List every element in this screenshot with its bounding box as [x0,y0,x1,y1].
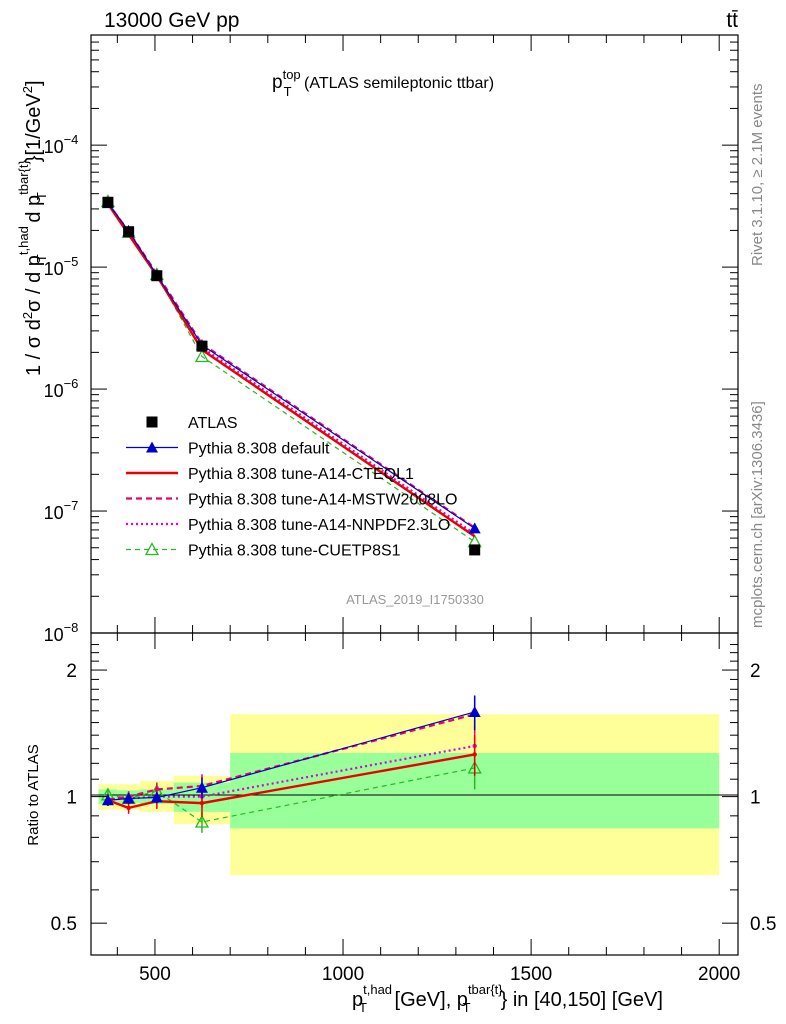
legend-label-4: Pythia 8.308 tune-A14-NNPDF2.3LO [188,517,450,534]
series-line-4 [107,202,476,535]
main-ytick-label: 10−8 [44,620,79,645]
main-point-0-2 [151,270,163,282]
ratio-point-1-3 [199,800,205,806]
ratio-line-3 [107,744,475,801]
ratio-ytick-label-right: 2 [750,661,761,682]
legend-marker-1 [146,441,158,453]
legend-label-1: Pythia 8.308 default [188,441,330,458]
header-right-label: tt̄ [726,9,738,32]
analysis-watermark: ATLAS_2019_I1750330 [346,592,484,607]
ratio-series-layer [100,695,482,833]
ratio-point-1-1 [126,805,131,811]
ratio-point-0-2 [150,791,163,803]
main-ytick-label: 10−7 [44,498,79,523]
x-axis-label: pt,had T [GeV], ptbar{t} T} in [40,150] [G… [352,982,663,1015]
ratio-line-2 [107,713,475,801]
plot-title: ptop T (ATLAS semileptonic ttbar) [272,67,494,99]
main-panel: 10−8 10−7 10−6 10−5 10−4 ptop T (ATLAS semile… [16,34,739,645]
ratio-panel: 0.5 0.5 1 1 2 2 500 1000 1500 2000 Ratio to ATLAS [25,632,776,985]
main-point-0-4 [469,544,481,556]
ratio-xtick-label: 2000 [698,964,740,985]
ratio-xtick-label: 1500 [510,964,552,985]
ratio-point-0-0 [101,794,114,806]
ratio-ytick-label-left: 1 [66,788,77,809]
mcplots-side-label: mcplots.cern.ch [arXiv:1306.3436] [749,401,766,628]
ratio-point-0-1 [122,792,135,804]
ratio-y-axis-label: Ratio to ATLAS [25,744,42,845]
ratio-ytick-label-right: 0.5 [750,914,776,935]
legend-marker-5 [144,542,160,556]
ratio-ytick-label-left: 2 [66,661,77,682]
main-y-ticks: 10−8 10−7 10−6 10−5 10−4 [44,34,738,645]
main-point-0-1 [123,226,135,238]
ratio-xtick-label: 500 [139,964,171,985]
ratio-xtick-label: 1000 [322,964,364,985]
ratio-point-1-4 [472,752,477,757]
ratio-ytick-label-left: 0.5 [51,914,77,935]
ratio-point-0-3 [195,781,208,793]
legend-label-3: Pythia 8.308 tune-A14-MSTW2008LO [188,492,457,509]
legend: ATLAS Pythia 8.308 default Pythia 8.308 tu… [126,415,457,560]
main-ytick-label: 10−6 [44,376,79,401]
main-point-0-3 [196,340,208,352]
main-y-axis-label: 1 / σ d2σ / d pt,hadT d ptbar{t}T}[1/GeV… [16,80,49,376]
main-point-1-4 [468,522,481,534]
main-ytick-label: 10−4 [44,132,79,157]
ratio-point-4-3 [194,814,210,828]
ratio-frame [90,632,739,956]
legend-label-0: ATLAS [188,415,238,432]
header-left-label: 13000 GeV pp [104,9,239,32]
main-ytick-label: 10−5 [44,254,79,279]
ratio-point-2-2 [154,787,160,792]
main-series-layer [100,194,482,556]
rivet-side-label: Rivet 3.1.10, ≥ 2.1M events [749,84,766,267]
legend-label-5: Pythia 8.308 tune-CUETP8S1 [188,543,401,560]
series-line-2 [106,203,476,538]
ratio-point-0-4 [468,705,481,717]
legend-label-2: Pythia 8.308 tune-A14-CTEQL1 [188,466,414,483]
ratio-ytick-label-right: 1 [750,788,761,809]
legend-marker-0 [146,416,158,428]
ratio-ticks: 0.5 0.5 1 1 2 2 500 1000 1500 2000 [51,633,776,985]
main-point-5-3 [194,349,210,363]
series-line-5 [107,201,476,543]
main-point-0-0 [102,196,114,208]
